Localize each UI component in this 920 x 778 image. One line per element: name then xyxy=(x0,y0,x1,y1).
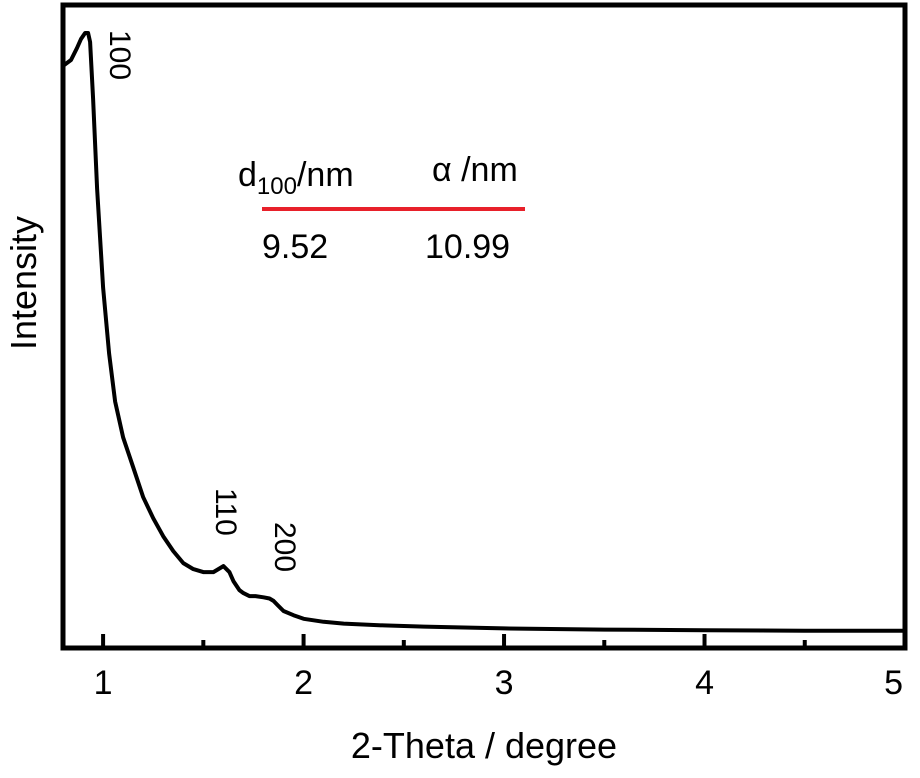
table-header-d100: d100/nm xyxy=(238,156,354,200)
peak-label-100: 100 xyxy=(103,30,136,80)
d-unit: /nm xyxy=(297,156,354,194)
x-axis-tick-labels: 1 2 3 4 5 xyxy=(94,664,903,702)
peak-label-110: 110 xyxy=(209,488,242,536)
d-subscript: 100 xyxy=(257,173,297,200)
x-tick-label: 1 xyxy=(94,664,113,702)
plot-frame xyxy=(60,2,908,651)
table-value-d100: 9.52 xyxy=(262,228,328,266)
x-tick-label: 3 xyxy=(495,664,514,702)
x-axis-ticks xyxy=(101,634,907,648)
y-axis-label: Intensity xyxy=(3,216,44,350)
x-axis-label: 2-Theta / degree xyxy=(351,725,617,766)
d-symbol: d xyxy=(238,156,257,194)
x-tick-label: 4 xyxy=(695,664,714,702)
table-value-alpha: 10.99 xyxy=(425,228,510,266)
x-tick-label: 2 xyxy=(294,664,313,702)
peak-label-200: 200 xyxy=(268,522,301,572)
table-header-alpha: α /nm xyxy=(432,151,518,189)
series-line xyxy=(61,31,907,633)
x-tick-label: 5 xyxy=(884,664,903,702)
inset-table: d100/nm α /nm 9.52 10.99 xyxy=(238,151,525,266)
